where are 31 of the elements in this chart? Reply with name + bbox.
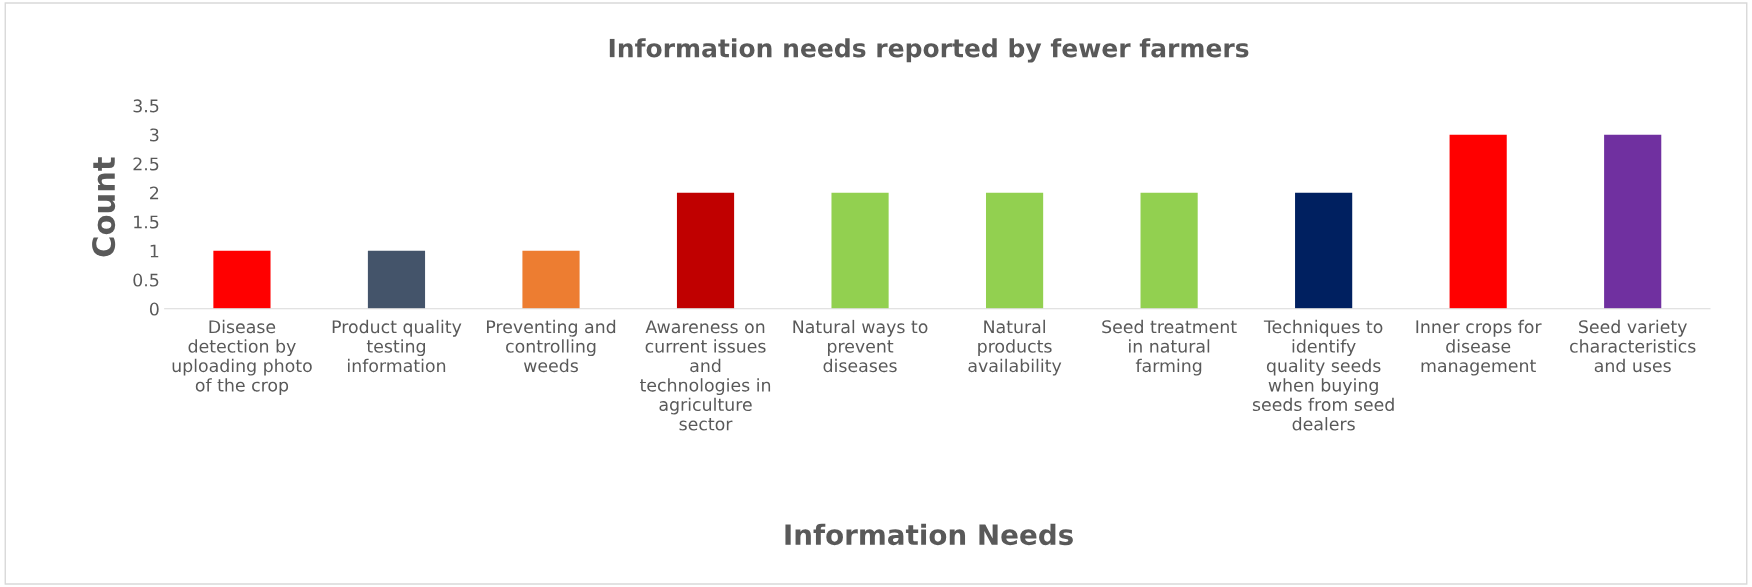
x-axis-title: Information Needs xyxy=(785,523,1073,546)
x-tick-label: Inner crops for disease management xyxy=(1416,319,1542,376)
bar xyxy=(1295,192,1353,309)
y-tick-label: 2 xyxy=(150,186,159,200)
y-tick-label: 1.5 xyxy=(134,215,159,229)
x-tick-label: Preventing and controlling weeds xyxy=(487,319,616,373)
x-tick-label: Natural ways to prevent diseases xyxy=(793,319,928,373)
x-tick-label: Techniques to identify quality seeds when buying seeds from seed dealers xyxy=(1252,319,1394,431)
x-tick-label: Disease detection by uploading photo of the crop xyxy=(172,319,312,395)
x-tick-label: Natural products availability xyxy=(968,319,1062,376)
bar xyxy=(522,250,580,309)
bar xyxy=(367,250,426,309)
y-axis-title: Count xyxy=(92,157,116,257)
x-tick-label: Seed variety characteristics and uses xyxy=(1570,319,1696,373)
bar xyxy=(676,192,735,309)
y-tick-label: 0.5 xyxy=(133,273,159,287)
bar xyxy=(1140,192,1198,309)
x-tick-label: Product quality testing information xyxy=(332,319,462,373)
bar xyxy=(213,250,271,309)
y-tick-label: 3 xyxy=(150,128,159,142)
bar xyxy=(986,192,1044,309)
chart-title: Information needs reported by fewer farmers xyxy=(609,38,1249,63)
x-tick-label: Seed treatment in natural farming xyxy=(1102,319,1237,376)
bar xyxy=(1604,134,1662,309)
y-tick-label: 1 xyxy=(150,244,159,258)
y-tick-label: 0 xyxy=(149,302,159,316)
y-tick-label: 2.5 xyxy=(133,157,159,171)
bar xyxy=(831,192,889,309)
bar xyxy=(1449,134,1507,309)
x-tick-label: Awareness on current issues and technologies in agriculture sector xyxy=(639,320,771,431)
y-tick-label: 3.5 xyxy=(133,99,159,113)
